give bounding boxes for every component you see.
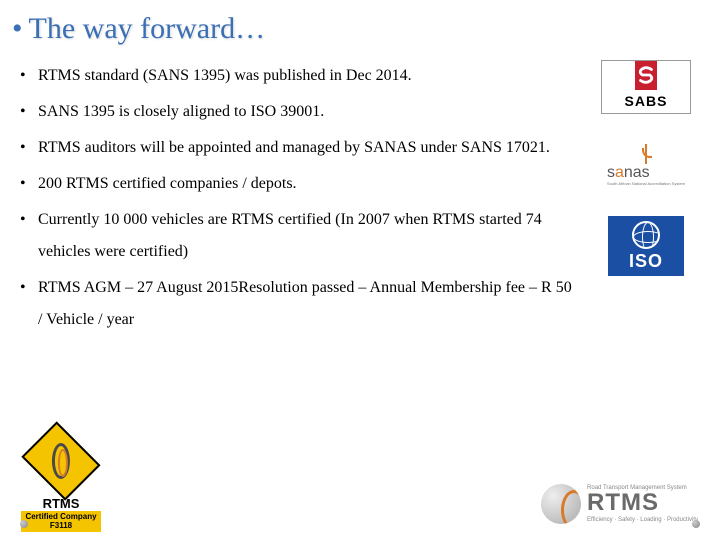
slide-title: The way forward… bbox=[29, 12, 266, 46]
logo-column: SABS sanas South African National Accred… bbox=[596, 60, 696, 340]
text-column: RTMS standard (SANS 1395) was published … bbox=[12, 60, 578, 340]
rtms-cert-badge: RTMS Certified Company F3118 bbox=[18, 436, 104, 532]
rtms-diamond-icon bbox=[21, 421, 100, 500]
iso-globe-icon bbox=[632, 221, 660, 249]
rtms-cert-sub: Certified Company F3118 bbox=[21, 511, 100, 532]
rtms-wide-logo: Road Transport Management System RTMS Ef… bbox=[541, 476, 698, 532]
sanas-logo: sanas South African National Accreditati… bbox=[601, 144, 691, 186]
sanas-post: nas bbox=[624, 164, 650, 181]
bullet-item: RTMS auditors will be appointed and mana… bbox=[20, 132, 578, 164]
sabs-logo-mark bbox=[635, 61, 657, 90]
bullet-item: SANS 1395 is closely aligned to ISO 3900… bbox=[20, 96, 578, 128]
title-row: • The way forward… bbox=[12, 12, 696, 46]
content-area: RTMS standard (SANS 1395) was published … bbox=[12, 60, 696, 340]
sanas-figure-icon bbox=[639, 144, 653, 161]
rtms-cert-line1: Certified Company bbox=[25, 512, 96, 522]
bullet-item: RTMS standard (SANS 1395) was published … bbox=[20, 60, 578, 92]
bullet-item: RTMS AGM – 27 August 2015Resolution pass… bbox=[20, 272, 578, 336]
sabs-s-icon bbox=[635, 64, 657, 86]
bullet-item: 200 RTMS certified companies / depots. bbox=[20, 168, 578, 200]
rtms-cert-line2: F3118 bbox=[25, 521, 96, 531]
iso-logo-text: ISO bbox=[629, 251, 663, 272]
corner-dot-icon bbox=[20, 520, 28, 528]
rtms-wide-tag: Efficiency · Safety · Loading · Producti… bbox=[587, 517, 698, 523]
bottom-logo-row: RTMS Certified Company F3118 Road Transp… bbox=[18, 436, 698, 532]
rtms-wide-globe-icon bbox=[541, 484, 581, 524]
bullet-item: Currently 10 000 vehicles are RTMS certi… bbox=[20, 204, 578, 268]
slide: • The way forward… RTMS standard (SANS 1… bbox=[0, 0, 720, 540]
sanas-logo-text: sanas bbox=[607, 164, 685, 182]
sanas-mid: a bbox=[615, 164, 624, 181]
sanas-text-wrap: sanas South African National Accreditati… bbox=[607, 164, 685, 186]
sanas-pre: s bbox=[607, 164, 615, 181]
sabs-logo-text: SABS bbox=[625, 90, 668, 113]
bullet-list: RTMS standard (SANS 1395) was published … bbox=[20, 60, 578, 336]
sabs-logo: SABS bbox=[601, 60, 691, 114]
corner-dot-icon bbox=[692, 520, 700, 528]
sanas-subtext: South African National Accreditation Sys… bbox=[607, 182, 685, 186]
title-bullet-icon: • bbox=[12, 14, 23, 44]
iso-logo: ISO bbox=[608, 216, 684, 276]
rtms-tire-wrap bbox=[46, 441, 76, 481]
rtms-wide-brand: RTMS bbox=[587, 491, 698, 515]
rtms-cert-brand: RTMS bbox=[43, 496, 80, 511]
rtms-wide-text-wrap: Road Transport Management System RTMS Ef… bbox=[587, 485, 698, 523]
tire-icon bbox=[52, 443, 70, 479]
